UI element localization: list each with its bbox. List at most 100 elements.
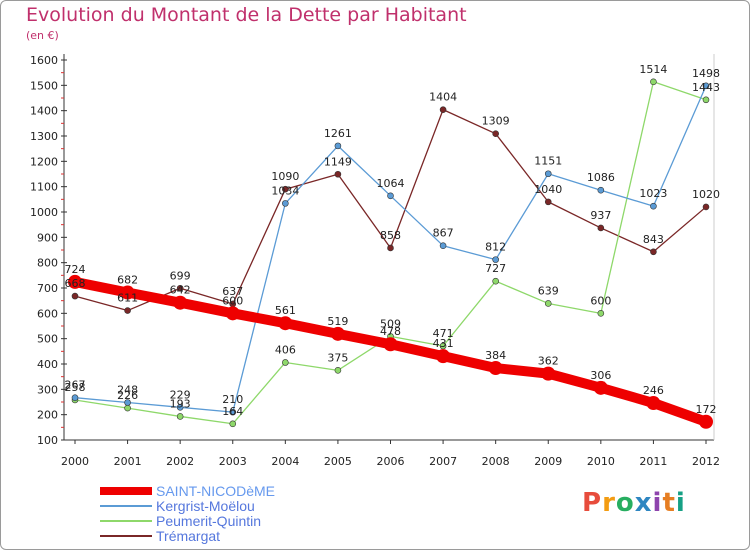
data-point: [124, 307, 131, 314]
y-tick-label: 100: [37, 434, 58, 447]
y-tick-label: 700: [37, 282, 58, 295]
data-label: 229: [170, 388, 191, 401]
data-label: 600: [222, 294, 243, 307]
chart-title: Evolution du Montant de la Dette par Hab…: [26, 4, 467, 26]
y-tick-label: 500: [37, 333, 58, 346]
data-label: 1023: [639, 187, 667, 200]
data-label: 858: [380, 229, 401, 242]
data-label: 642: [170, 284, 191, 297]
data-point: [702, 96, 710, 104]
data-label: 1498: [692, 67, 720, 80]
x-tick-label: 2003: [219, 455, 247, 468]
data-point: [439, 242, 447, 249]
data-point: [699, 414, 713, 429]
data-label: 509: [380, 317, 401, 330]
data-point: [120, 285, 135, 300]
data-label: 471: [433, 327, 454, 340]
data-point: [330, 326, 345, 341]
x-tick-label: 2004: [271, 455, 299, 468]
data-point: [229, 408, 237, 416]
data-label: 226: [117, 389, 138, 402]
data-point: [176, 284, 184, 292]
x-tick-label: 2007: [429, 455, 457, 468]
x-tick-label: 2011: [639, 455, 667, 468]
data-point: [597, 224, 605, 232]
data-label: 478: [380, 325, 401, 338]
chart-unit: (en €): [26, 29, 59, 42]
data-point: [436, 349, 451, 364]
data-point: [71, 394, 79, 401]
y-tick-label: 900: [37, 231, 58, 244]
data-point: [176, 404, 184, 411]
data-point: [544, 198, 552, 206]
data-point: [383, 337, 398, 352]
data-label: 668: [65, 277, 86, 290]
data-point: [282, 185, 289, 193]
data-label: 1034: [271, 184, 299, 197]
data-point: [68, 274, 82, 289]
data-label: 812: [485, 241, 506, 254]
data-point: [71, 292, 79, 300]
data-label: 1020: [692, 188, 720, 201]
logo-letter: i: [652, 488, 663, 518]
data-point: [278, 316, 293, 331]
y-tick-label: 1300: [30, 130, 58, 143]
data-label: 172: [696, 403, 717, 416]
legend-label: Trémargat: [156, 528, 220, 544]
y-tick-label: 400: [37, 358, 58, 371]
data-point: [544, 170, 552, 178]
data-label: 248: [117, 384, 138, 397]
data-point: [334, 367, 342, 374]
data-label: 431: [433, 337, 454, 350]
data-point: [492, 256, 499, 263]
data-label: 258: [65, 381, 86, 394]
x-tick-label: 2005: [324, 455, 352, 468]
data-label: 267: [65, 379, 86, 392]
data-label: 1149: [324, 155, 352, 168]
data-label: 724: [65, 263, 86, 276]
data-point: [439, 106, 447, 113]
data-label: 384: [485, 349, 506, 362]
series-line: [74, 81, 707, 425]
data-label: 611: [117, 292, 138, 305]
data-label: 1040: [534, 183, 562, 196]
data-label: 164: [222, 405, 243, 418]
x-tick-label: 2010: [587, 455, 615, 468]
data-point: [176, 413, 184, 420]
logo-letter: i: [675, 488, 686, 518]
data-label: 406: [275, 343, 296, 356]
data-point: [646, 396, 661, 411]
y-tick-label: 300: [37, 383, 58, 396]
y-tick-label: 1600: [30, 54, 58, 67]
data-label: 561: [275, 304, 296, 317]
data-point: [173, 295, 188, 310]
data-point: [488, 361, 503, 376]
data-point: [650, 78, 657, 86]
data-point: [650, 248, 657, 256]
legend-label: Kergrist-Moëlou: [156, 498, 255, 514]
data-label: 1064: [377, 177, 405, 190]
data-label: 246: [643, 384, 664, 397]
data-point: [492, 130, 499, 138]
data-label: 1151: [534, 155, 562, 168]
data-label: 843: [643, 233, 664, 246]
logo-letter: t: [662, 488, 676, 518]
legend-label: SAINT-NICODèME: [156, 483, 275, 499]
data-point: [702, 203, 710, 211]
y-tick-label: 200: [37, 409, 58, 422]
y-tick-label: 1500: [30, 79, 58, 92]
data-point: [597, 310, 605, 317]
proxiti-logo: Proxiti: [582, 488, 686, 518]
data-label: 600: [590, 294, 611, 307]
data-point: [597, 186, 605, 194]
data-point: [229, 420, 237, 428]
data-point: [282, 359, 289, 366]
x-tick-label: 2012: [692, 455, 720, 468]
data-label: 362: [538, 355, 559, 368]
data-label: 519: [327, 315, 348, 328]
data-label: 1090: [271, 170, 299, 183]
data-label: 937: [590, 209, 611, 222]
x-tick-label: 2008: [482, 455, 510, 468]
